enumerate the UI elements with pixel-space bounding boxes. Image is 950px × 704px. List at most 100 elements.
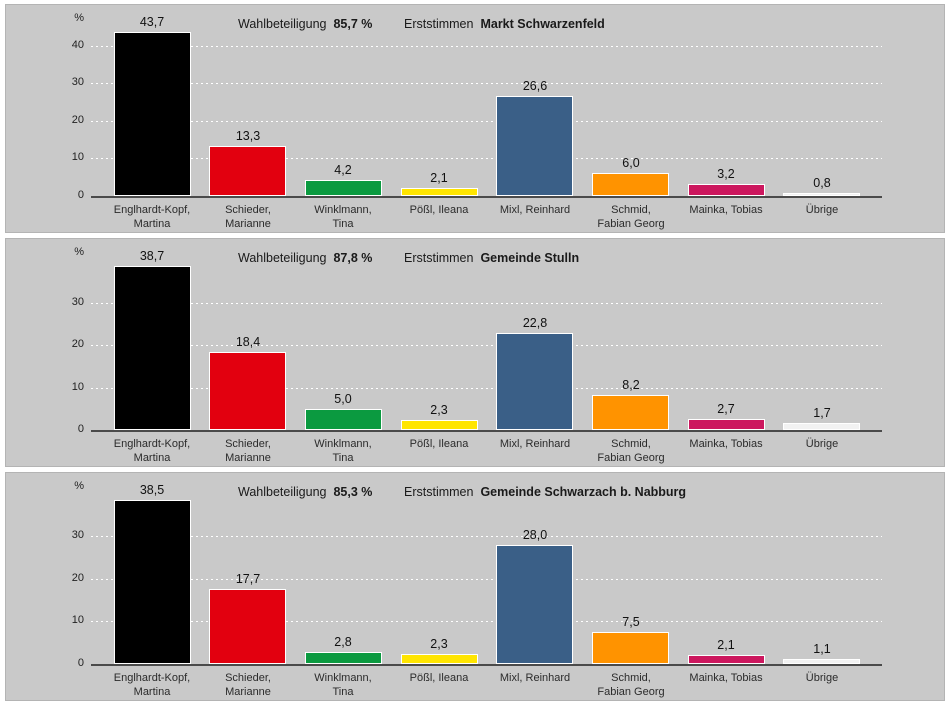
turnout-value: 87,8 % bbox=[333, 251, 373, 265]
y-gridline bbox=[91, 46, 882, 47]
category-label: Übrige bbox=[805, 438, 839, 450]
bar-value-label: 6,0 bbox=[622, 156, 640, 170]
bar-schmid bbox=[592, 173, 669, 196]
category-label: Pößl, Ileana bbox=[409, 438, 469, 450]
chart-title: Erststimmen Gemeinde Stulln bbox=[404, 251, 579, 265]
category-label: Mainka, Tobias bbox=[689, 204, 763, 216]
bar-value-label: 0,8 bbox=[813, 176, 831, 190]
chart-panel-gemeinde-stulln: % 0 10 20 30 Wahlbeteiligung 87,8 % Erststimmen… bbox=[5, 238, 945, 467]
bar-value-label: 2,3 bbox=[430, 637, 448, 651]
bar-value-label: 17,7 bbox=[235, 572, 261, 586]
bar-mixl bbox=[496, 96, 573, 196]
bar-value-label: 2,7 bbox=[717, 402, 735, 416]
y-gridline bbox=[91, 158, 882, 159]
category-label: Winklmann, Tina bbox=[314, 438, 372, 465]
category-label: Englhardt-Kopf, Martina bbox=[113, 672, 191, 699]
bar-winklmann bbox=[305, 652, 382, 664]
bar-mainka bbox=[688, 419, 765, 430]
turnout-label: Wahlbeteiligung bbox=[238, 251, 327, 265]
y-axis-tick-label: 0 bbox=[77, 189, 84, 201]
category-label: Englhardt-Kopf, Martina bbox=[113, 204, 191, 231]
region-name: Gemeinde Stulln bbox=[480, 251, 580, 265]
category-label: Übrige bbox=[805, 672, 839, 684]
category-label: Mainka, Tobias bbox=[689, 438, 763, 450]
bar-value-label: 1,1 bbox=[813, 642, 831, 656]
turnout-header: Wahlbeteiligung 85,7 % bbox=[238, 17, 372, 31]
bar-value-label: 28,0 bbox=[522, 528, 548, 542]
bar-value-label: 5,0 bbox=[334, 392, 352, 406]
category-label: Mainka, Tobias bbox=[689, 672, 763, 684]
chart-panel-markt-schwarzenfeld: % 0 10 20 30 40 Wahlbeteiligung 85,7 % Erststimm… bbox=[5, 4, 945, 233]
bar-value-label: 7,5 bbox=[622, 615, 640, 629]
category-label: Winklmann, Tina bbox=[314, 672, 372, 699]
y-axis-unit-label: % bbox=[74, 12, 84, 24]
bar-value-label: 4,2 bbox=[334, 163, 352, 177]
y-axis-tick-label: 30 bbox=[71, 76, 84, 88]
x-axis-baseline bbox=[91, 430, 882, 432]
turnout-header: Wahlbeteiligung 85,3 % bbox=[238, 485, 372, 499]
bar-value-label: 13,3 bbox=[235, 129, 261, 143]
region-name: Markt Schwarzenfeld bbox=[480, 17, 605, 31]
bar-value-label: 2,1 bbox=[430, 171, 448, 185]
category-label: Pößl, Ileana bbox=[409, 672, 469, 684]
y-axis-tick-label: 10 bbox=[71, 381, 84, 393]
y-axis-unit-label: % bbox=[74, 246, 84, 258]
y-axis-tick-label: 30 bbox=[71, 296, 84, 308]
category-label: Winklmann, Tina bbox=[314, 204, 372, 231]
bar-p-l bbox=[401, 654, 478, 664]
turnout-label: Wahlbeteiligung bbox=[238, 17, 327, 31]
bar-schieder bbox=[209, 146, 286, 196]
bar-value-label: 22,8 bbox=[522, 316, 548, 330]
category-label: Übrige bbox=[805, 204, 839, 216]
bar-mainka bbox=[688, 655, 765, 664]
bar--brige bbox=[783, 193, 860, 196]
region-name: Gemeinde Schwarzach b. Nabburg bbox=[480, 485, 687, 499]
bar-mixl bbox=[496, 545, 573, 664]
bar-value-label: 26,6 bbox=[522, 79, 548, 93]
y-axis-tick-label: 0 bbox=[77, 657, 84, 669]
bar-englhardt-kopf bbox=[114, 32, 191, 196]
category-label: Pößl, Ileana bbox=[409, 204, 469, 216]
bar-schieder bbox=[209, 352, 286, 430]
bar-schieder bbox=[209, 589, 286, 664]
y-gridline bbox=[91, 303, 882, 304]
x-axis-baseline bbox=[91, 664, 882, 666]
category-label: Mixl, Reinhard bbox=[499, 438, 571, 450]
y-axis-tick-label: 40 bbox=[71, 39, 84, 51]
bar-value-label: 2,3 bbox=[430, 403, 448, 417]
y-gridline bbox=[91, 345, 882, 346]
y-axis-unit-label: % bbox=[74, 480, 84, 492]
y-axis-tick-label: 10 bbox=[71, 614, 84, 626]
turnout-header: Wahlbeteiligung 87,8 % bbox=[238, 251, 372, 265]
bar-value-label: 18,4 bbox=[235, 335, 261, 349]
category-label: Mixl, Reinhard bbox=[499, 672, 571, 684]
chart-panel-gemeinde-schwarzach: % 0 10 20 30 Wahlbeteiligung 85,3 % Erststimmen… bbox=[5, 472, 945, 701]
turnout-label: Wahlbeteiligung bbox=[238, 485, 327, 499]
bar-englhardt-kopf bbox=[114, 266, 191, 430]
bar-schmid bbox=[592, 632, 669, 664]
category-label: Schmid, Fabian Georg bbox=[597, 204, 665, 231]
bar-englhardt-kopf bbox=[114, 500, 191, 664]
y-gridline bbox=[91, 579, 882, 580]
y-gridline bbox=[91, 83, 882, 84]
category-label: Schmid, Fabian Georg bbox=[597, 438, 665, 465]
bar-winklmann bbox=[305, 409, 382, 430]
bar-mainka bbox=[688, 184, 765, 196]
y-gridline bbox=[91, 388, 882, 389]
bar-value-label: 2,1 bbox=[717, 638, 735, 652]
vote-type-label: Erststimmen bbox=[404, 251, 474, 265]
vote-type-label: Erststimmen bbox=[404, 17, 474, 31]
y-axis-tick-label: 10 bbox=[71, 151, 84, 163]
category-label: Schieder, Marianne bbox=[225, 438, 271, 465]
y-axis-tick-label: 30 bbox=[71, 529, 84, 541]
y-axis-tick-label: 20 bbox=[71, 114, 84, 126]
bar--brige bbox=[783, 423, 860, 430]
category-label: Schieder, Marianne bbox=[225, 204, 271, 231]
category-label: Schieder, Marianne bbox=[225, 672, 271, 699]
y-gridline bbox=[91, 536, 882, 537]
y-gridline bbox=[91, 621, 882, 622]
chart-title: Erststimmen Gemeinde Schwarzach b. Nabbur… bbox=[404, 485, 686, 499]
category-label: Englhardt-Kopf, Martina bbox=[113, 438, 191, 465]
y-axis-tick-label: 20 bbox=[71, 338, 84, 350]
bar-schmid bbox=[592, 395, 669, 430]
